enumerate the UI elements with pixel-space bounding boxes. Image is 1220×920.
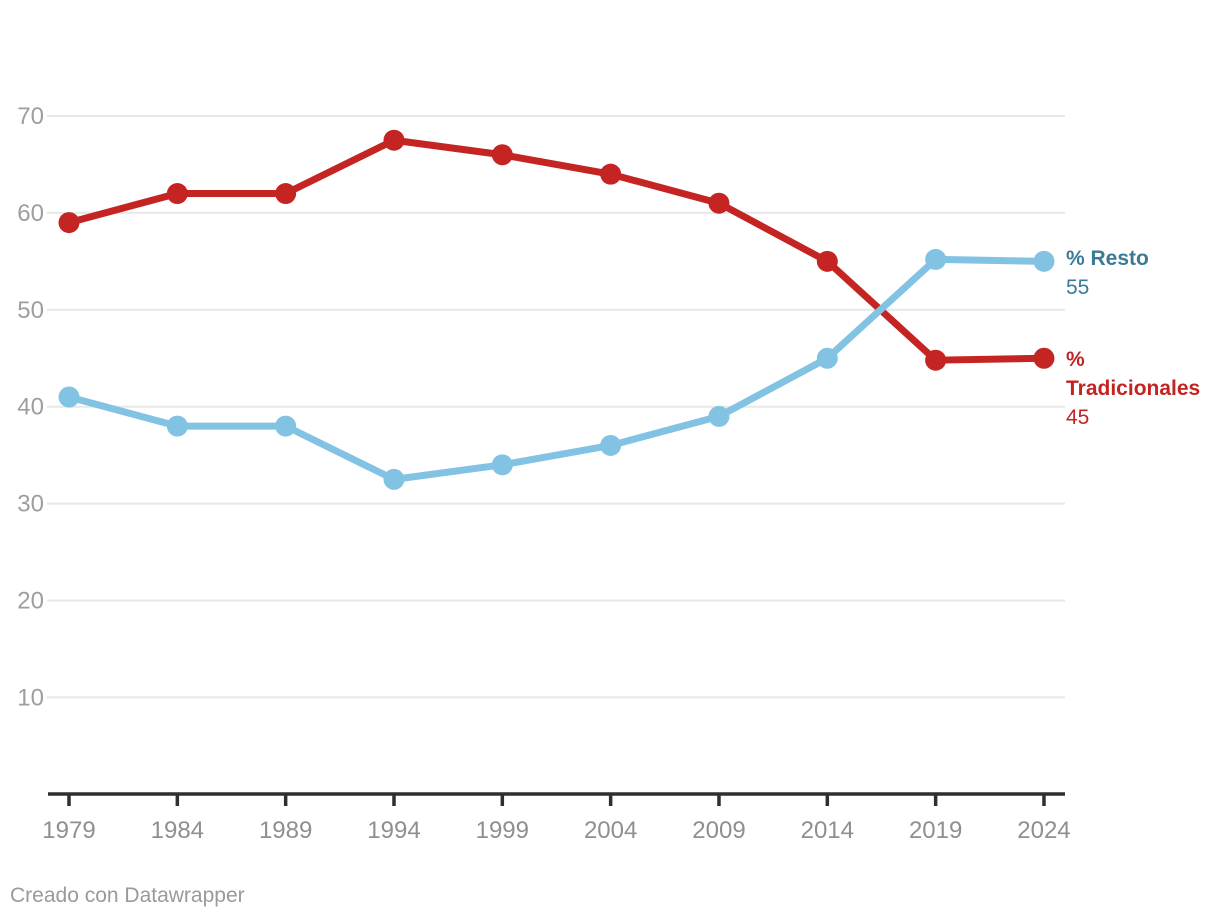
x-axis-label-2009: 2009 bbox=[692, 817, 745, 844]
line-resto bbox=[65, 255, 1048, 483]
point-tradicionales-1999 bbox=[491, 144, 513, 166]
point-tradicionales-2014 bbox=[816, 250, 838, 272]
series-label-tradicionales-value: 45 bbox=[1066, 406, 1090, 429]
x-axis-label-2004: 2004 bbox=[584, 817, 637, 844]
y-axis-label-30: 30 bbox=[17, 491, 44, 518]
point-tradicionales-1989 bbox=[275, 183, 297, 205]
point-resto-2024 bbox=[1033, 250, 1055, 272]
point-resto-1994 bbox=[383, 468, 405, 490]
point-resto-2014 bbox=[816, 347, 838, 369]
x-axis-label-1979: 1979 bbox=[42, 817, 95, 844]
y-axis-label-70: 70 bbox=[17, 103, 44, 130]
point-tradicionales-1984 bbox=[166, 183, 188, 205]
y-axis-label-50: 50 bbox=[17, 297, 44, 324]
point-resto-1984 bbox=[166, 415, 188, 437]
point-tradicionales-2009 bbox=[708, 192, 730, 214]
series-label-tradicionales: % Tradicionales 45 bbox=[1066, 345, 1216, 432]
point-tradicionales-2024 bbox=[1033, 347, 1055, 369]
point-resto-2004 bbox=[600, 434, 622, 456]
x-axis-label-1994: 1994 bbox=[367, 817, 420, 844]
x-axis-label-2014: 2014 bbox=[801, 817, 854, 844]
point-tradicionales-2004 bbox=[600, 163, 622, 185]
y-axis-label-20: 20 bbox=[17, 588, 44, 615]
y-axis-label-60: 60 bbox=[17, 200, 44, 227]
x-axis-label-2024: 2024 bbox=[1017, 817, 1070, 844]
point-resto-2009 bbox=[708, 405, 730, 427]
point-tradicionales-2019 bbox=[925, 349, 947, 371]
x-axis-label-1989: 1989 bbox=[259, 817, 312, 844]
series-label-tradicionales-name: % Tradicionales bbox=[1066, 348, 1201, 400]
series-label-resto-name: % Resto bbox=[1066, 247, 1149, 270]
series-label-resto: % Resto 55 bbox=[1066, 244, 1216, 302]
y-axis-label-10: 10 bbox=[17, 684, 44, 711]
point-tradicionales-1994 bbox=[383, 129, 405, 151]
point-resto-1979 bbox=[58, 386, 80, 408]
point-resto-2019 bbox=[925, 248, 947, 270]
y-axis-label-40: 40 bbox=[17, 394, 44, 421]
point-tradicionales-1979 bbox=[58, 212, 80, 234]
x-axis-label-1984: 1984 bbox=[151, 817, 204, 844]
x-axis-label-2019: 2019 bbox=[909, 817, 962, 844]
series-label-resto-value: 55 bbox=[1066, 276, 1090, 299]
point-resto-1989 bbox=[275, 415, 297, 437]
line-tradicionales bbox=[65, 136, 1048, 364]
attribution-link[interactable]: Creado con Datawrapper bbox=[10, 884, 245, 907]
point-resto-1999 bbox=[491, 454, 513, 476]
x-axis-label-1999: 1999 bbox=[476, 817, 529, 844]
